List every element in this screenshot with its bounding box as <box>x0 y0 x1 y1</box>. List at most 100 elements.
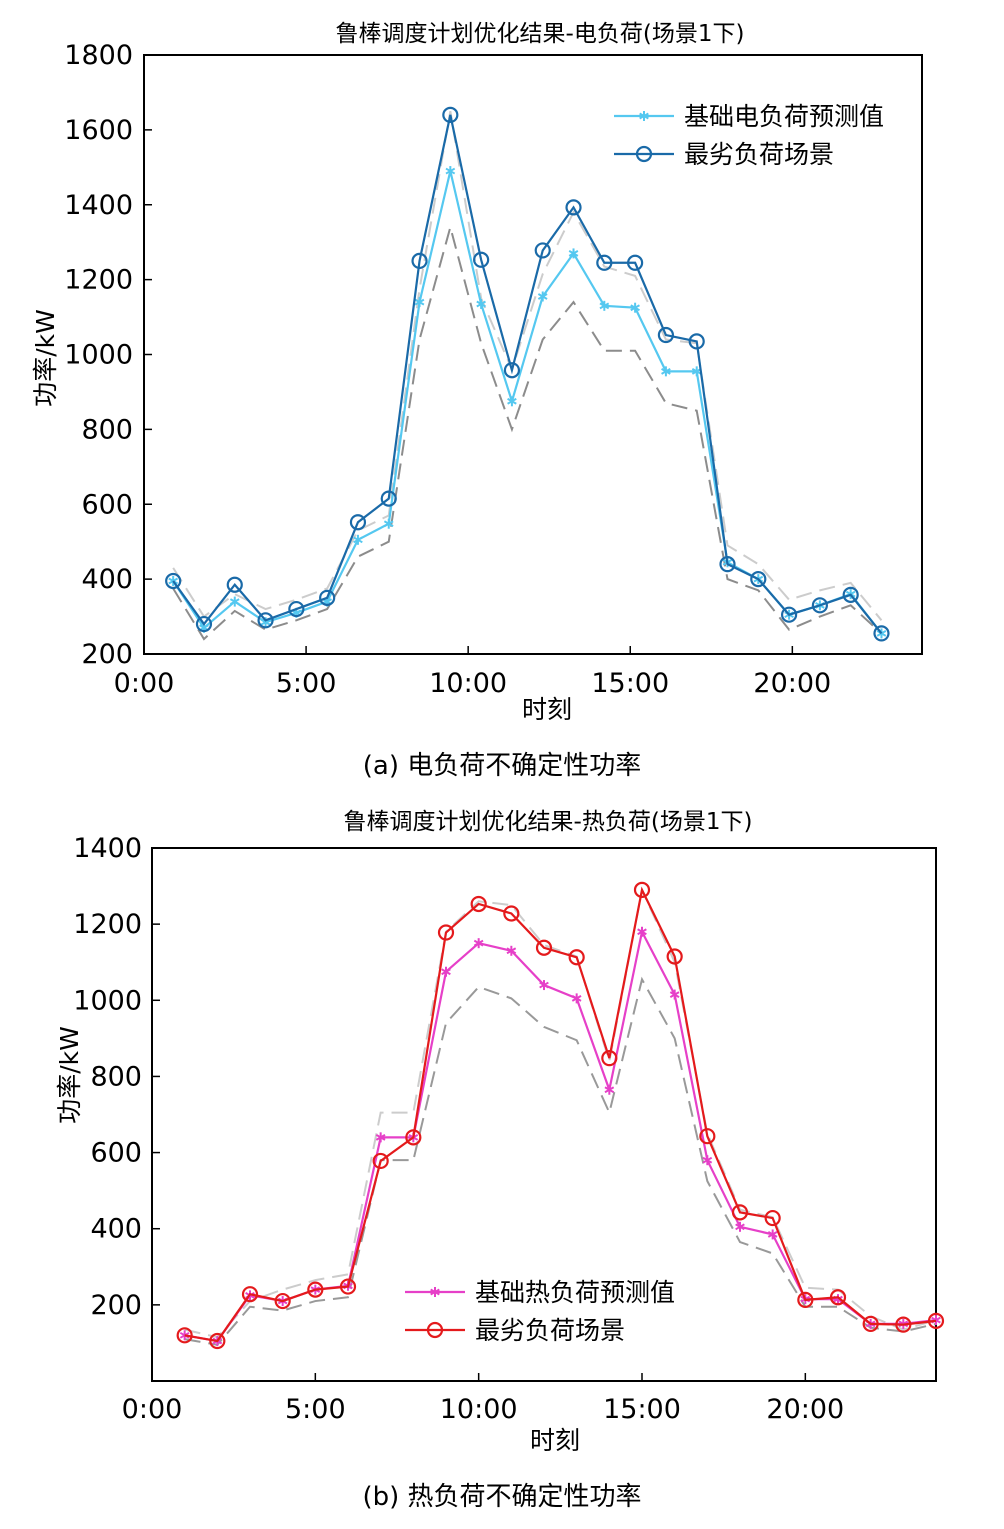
chart-b-point-star <box>473 938 484 949</box>
chart-a-xtick-label: 5:00 <box>276 668 337 699</box>
chart-b-ytick-label: 1400 <box>73 833 142 864</box>
chart-a-ylabel: 功率/kW <box>31 309 60 407</box>
chart-b-point-circle <box>437 924 455 941</box>
chart-b-point-circle <box>731 1204 749 1221</box>
chart-a-point-star <box>599 300 610 311</box>
chart-a-point-circle <box>473 251 490 268</box>
chart-b-series <box>176 881 945 1350</box>
chart-b-point-circle <box>829 1289 847 1306</box>
chart-a-point-star <box>353 534 363 545</box>
chart-b-ticks: 200 400 600 800 1000 1200 1400 0:00 5:00 10:00 15:… <box>73 833 844 1425</box>
chart-a-point-circle <box>165 572 182 590</box>
chart-a-point-circle <box>288 600 305 618</box>
chart-b-point-star <box>702 1155 713 1166</box>
chart-b-xtick-label: 10:00 <box>440 1394 518 1425</box>
chart-b-ytick-label: 200 <box>90 1290 142 1321</box>
chart-b-caption: (b) 热负荷不确定性功率 <box>362 1482 641 1512</box>
chart-b-legend-item: 基础热负荷预测值 <box>405 1278 675 1307</box>
chart-a-point-star <box>229 596 240 607</box>
chart-b-point-circle <box>176 1327 193 1344</box>
chart-a-ytick-label: 1000 <box>64 340 133 371</box>
chart-b-series-line <box>184 886 937 1343</box>
chart-b-point-circle <box>927 1312 945 1329</box>
chart-a-ytick-label: 1800 <box>64 40 133 71</box>
chart-b-point-star <box>767 1229 778 1240</box>
chart-b-point-circle <box>503 905 520 922</box>
chart-a-ytick-label: 800 <box>81 414 133 445</box>
chart-a-xtick-label: 0:00 <box>114 668 175 699</box>
chart-b-point-circle <box>241 1286 259 1303</box>
chart-a-point-circle <box>596 254 613 271</box>
chart-a-bound-line <box>172 110 883 621</box>
chart-a-title: 鲁棒调度计划优化结果-电负荷(场景1下) <box>336 21 745 47</box>
chart-b-point-circle <box>209 1332 226 1350</box>
chart-b-ytick-label: 600 <box>90 1138 142 1169</box>
chart-heat-load: 鲁棒调度计划优化结果-热负荷(场景1下) 200 400 600 800 1000 120… <box>55 809 945 1512</box>
chart-a-bound-line <box>172 223 883 641</box>
chart-a-legend-item: 基础电负荷预测值 <box>614 102 884 131</box>
chart-a-point-circle <box>319 589 336 606</box>
chart-electric-load: 鲁棒调度计划优化结果-电负荷(场景1下) 200 400 600 800 1000 120… <box>31 21 923 781</box>
chart-b-ytick-label: 1200 <box>73 909 142 940</box>
chart-b-point-circle <box>862 1315 879 1332</box>
chart-a-point-star <box>507 396 517 407</box>
chart-a-point-circle <box>226 576 243 593</box>
chart-b-point-star <box>539 980 549 991</box>
chart-a-xtick-label: 10:00 <box>429 668 507 699</box>
chart-a-point-circle <box>257 612 274 629</box>
chart-b-point-star <box>441 966 451 977</box>
chart-a-point-circle <box>842 586 859 603</box>
chart-a-point-circle <box>565 199 582 216</box>
chart-a-legend-label: 最劣负荷场景 <box>684 140 834 169</box>
chart-a-point-circle <box>750 571 767 588</box>
chart-a-caption: (a) 电负荷不确定性功率 <box>363 751 642 781</box>
chart-a-point-circle <box>442 106 459 124</box>
chart-a-ytick-label: 600 <box>81 489 133 520</box>
chart-b-point-circle <box>535 939 553 956</box>
chart-a-point-circle <box>627 254 644 271</box>
chart-b-point-star <box>571 993 582 1004</box>
chart-a-point-circle <box>657 326 675 344</box>
chart-a-ytick-label: 1200 <box>64 265 133 296</box>
chart-b-point-circle <box>339 1278 357 1295</box>
chart-b-ylabel: 功率/kW <box>55 1026 84 1124</box>
chart-a-point-star <box>383 518 394 529</box>
chart-b-point-circle <box>307 1281 324 1298</box>
chart-a-point-star <box>445 166 456 177</box>
chart-b-legend-label: 最劣负荷场景 <box>475 1316 625 1345</box>
chart-b-point-circle <box>764 1209 781 1227</box>
chart-a-point-circle <box>719 556 736 573</box>
chart-b-legend-item: 最劣负荷场景 <box>405 1316 625 1345</box>
chart-b-xtick-label: 5:00 <box>285 1394 346 1425</box>
chart-a-legend-label: 基础电负荷预测值 <box>684 102 884 131</box>
chart-b-point-circle <box>372 1152 389 1170</box>
chart-a-point-star <box>414 297 425 308</box>
chart-b-xtick-label: 15:00 <box>603 1394 681 1425</box>
chart-b-point-circle <box>633 881 651 898</box>
chart-b-ytick-label: 800 <box>90 1061 142 1092</box>
chart-b-point-star <box>604 1084 615 1095</box>
chart-a-point-circle <box>349 514 367 531</box>
chart-a-point-circle <box>411 252 428 270</box>
chart-b-legend-label: 基础热负荷预测值 <box>475 1278 675 1307</box>
chart-a-point-circle <box>503 362 521 379</box>
chart-b-ytick-label: 1000 <box>73 985 142 1016</box>
chart-a-point-circle <box>811 597 828 614</box>
chart-a-ytick-label: 400 <box>81 564 133 595</box>
chart-a-legend-item: 最劣负荷场景 <box>614 140 834 169</box>
chart-b-point-circle <box>568 949 585 966</box>
chart-b-point-star <box>669 989 680 1000</box>
chart-a-point-star <box>568 248 579 259</box>
chart-a-ytick-label: 1600 <box>64 115 133 146</box>
chart-a-point-circle <box>380 490 397 507</box>
chart-b-xlabel: 时刻 <box>530 1426 580 1455</box>
chart-b-plot-frame <box>151 847 937 1382</box>
chart-a-xtick-label: 20:00 <box>753 668 831 699</box>
chart-b-point-star <box>735 1221 745 1232</box>
chart-b-xtick-label: 0:00 <box>122 1394 183 1425</box>
chart-a-ticks: 200 400 600 800 1000 1200 1400 1600 1800 0:00 5:00… <box>64 40 831 699</box>
chart-a-xtick-label: 15:00 <box>591 668 669 699</box>
